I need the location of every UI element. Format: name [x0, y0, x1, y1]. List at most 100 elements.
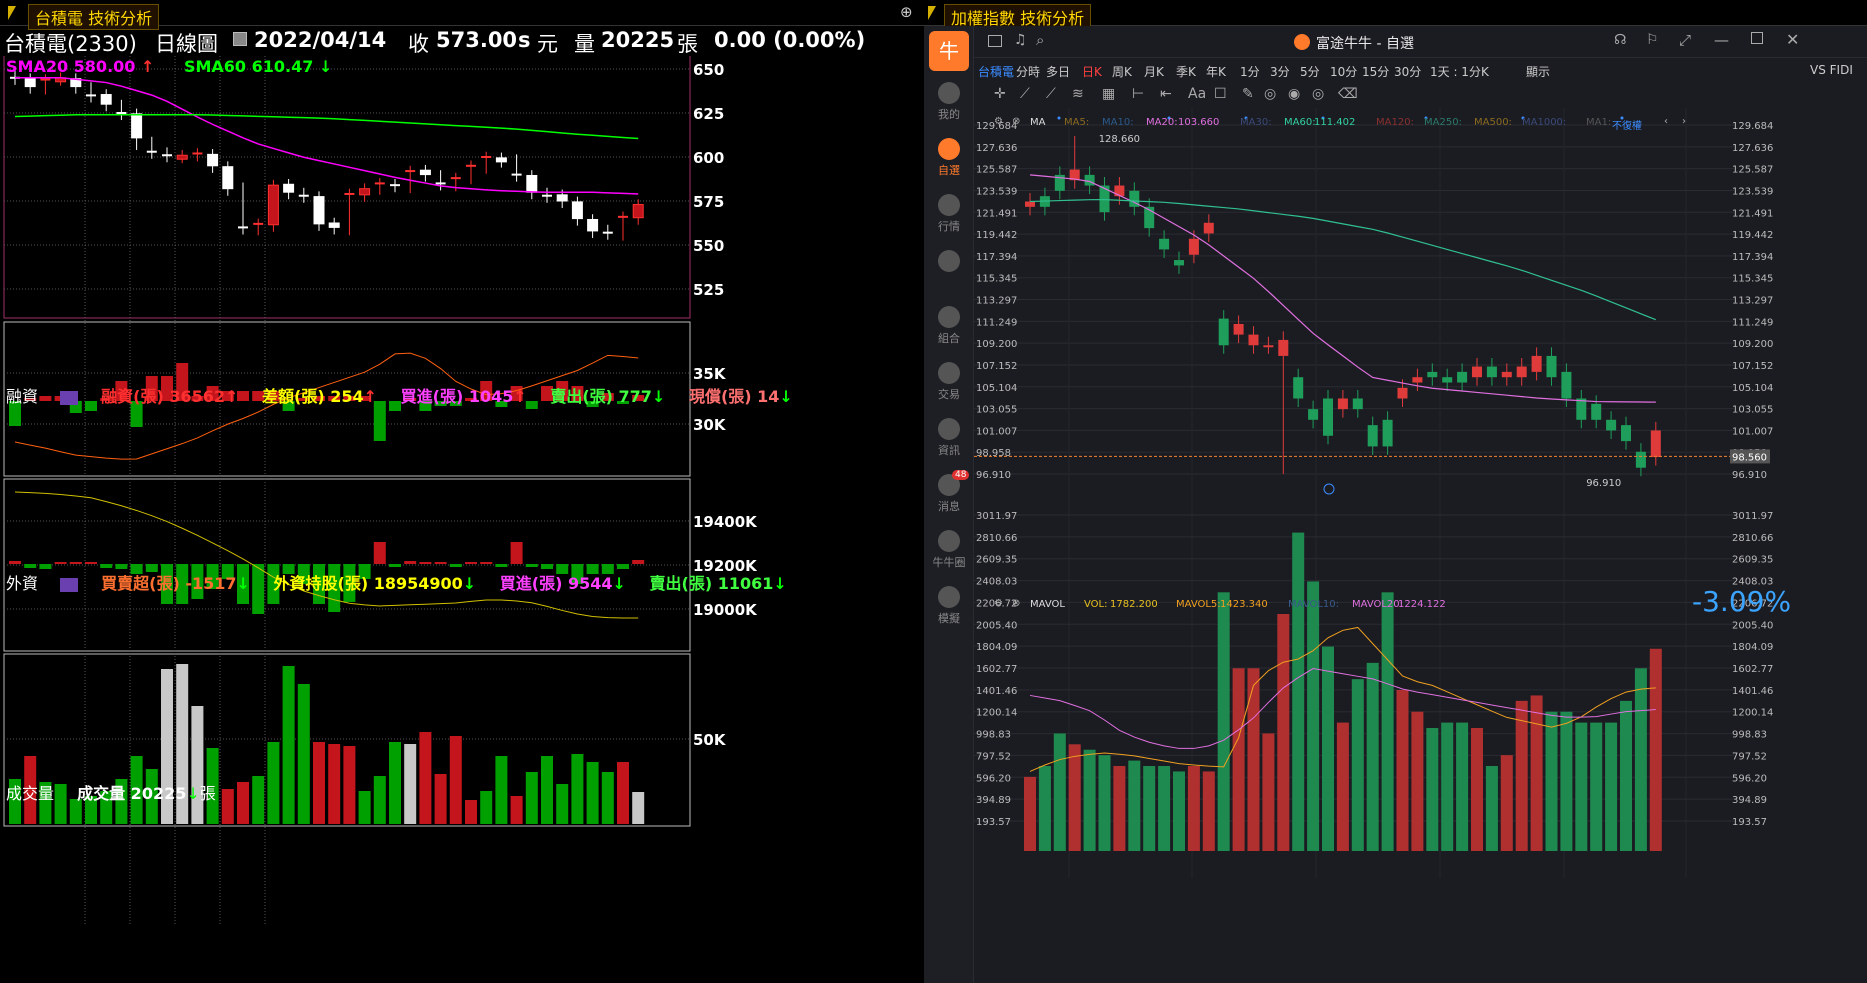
tab-period[interactable]: 10分 [1330, 65, 1358, 79]
volume-bar [358, 791, 371, 824]
ma-label[interactable]: MA [1030, 117, 1046, 128]
sidebar-item-watchlist[interactable]: 自選 [924, 134, 974, 184]
sidebar-item-market[interactable]: 行情 [924, 190, 974, 240]
candle-body [1472, 366, 1482, 378]
title-tab-marker-icon [928, 6, 936, 20]
chart-type-dropdown-icon[interactable] [233, 32, 247, 46]
foreign-bar [24, 564, 37, 568]
sidebar-item-user[interactable]: 我的 [924, 78, 974, 128]
tab-period[interactable]: 分時 [1016, 65, 1041, 79]
stock-name: 台積電(2330) [4, 32, 137, 56]
magnet-icon[interactable]: ◎ [1264, 86, 1277, 102]
price-axis-left-label: 121.491 [976, 208, 1017, 219]
search-icon[interactable]: ⌕ [1036, 31, 1045, 49]
margin-bar [404, 398, 417, 401]
tab-period[interactable]: 多日 [1046, 65, 1071, 79]
foreign-bar [449, 564, 462, 567]
mavol-label[interactable]: MAVOL [1030, 599, 1065, 610]
fib-tool-icon[interactable]: ▦ [1102, 86, 1116, 102]
volume-bar [404, 744, 417, 824]
user-icon [938, 82, 960, 104]
compare-label[interactable]: VS FIDI [1810, 63, 1853, 77]
futu-logo[interactable]: 牛 [929, 31, 969, 71]
vol-close-icon[interactable]: ⊗ [1012, 598, 1021, 609]
chevron-left-icon[interactable]: ‹ [1664, 116, 1668, 127]
right-title-bar[interactable]: 加權指數 技術分析 [924, 0, 1867, 30]
foreign-l3: 買進(張) 9544 [499, 574, 613, 593]
tab-period[interactable]: 15分 [1362, 65, 1390, 79]
eye-icon[interactable]: ◎ [1312, 86, 1325, 102]
volume-bar [191, 706, 204, 824]
foreign-bar [282, 564, 295, 574]
tab-period[interactable]: 日K [1082, 65, 1102, 79]
left-zoom-icon[interactable]: ⊕ [900, 3, 913, 21]
layout-icon[interactable] [988, 35, 1002, 47]
crosshair-icon[interactable]: ✛ [994, 86, 1006, 102]
vol-axis-right-label: 596.20 [1732, 773, 1767, 784]
sidebar-item-news[interactable]: 資訊 [924, 414, 974, 464]
maximize-icon[interactable] [1751, 32, 1763, 44]
foreign-bar [389, 564, 401, 567]
ma-settings-icon[interactable]: ⚙ [994, 116, 1003, 127]
note-tool-icon[interactable]: ☐ [1214, 86, 1227, 102]
volume-bar [1351, 679, 1364, 851]
sidebar-item-message[interactable]: 消息 48 [924, 470, 974, 520]
tab-period[interactable]: 周K [1112, 65, 1132, 79]
foreign-settings-icon[interactable] [59, 577, 78, 592]
tab-stock[interactable]: 台積電 [978, 65, 1015, 79]
sidebar-item-trade[interactable] [924, 246, 974, 296]
margin-l1: 融資(張) 36562 [101, 387, 226, 406]
tab-period[interactable]: 季K [1176, 65, 1196, 79]
ma-close-icon[interactable]: ⊗ [1012, 116, 1021, 127]
right-chart-canvas[interactable]: 129.684 129.684 127.636 127.636 125.587 125.5… [974, 108, 1867, 983]
left-title-bar[interactable]: 台積電 技術分析 ⊕ [0, 0, 924, 30]
vol-axis-left-label: 596.20 [976, 773, 1011, 784]
tab-period[interactable]: 3分 [1270, 65, 1290, 79]
range-tool-icon[interactable]: ⊢ [1132, 86, 1145, 102]
candle-body [1129, 190, 1140, 207]
sidebar-item-portfolio[interactable]: 組合 [924, 302, 974, 352]
tab-period[interactable]: 5分 [1300, 65, 1320, 79]
chevron-right-icon[interactable]: › [1682, 116, 1686, 127]
text-tool-icon[interactable]: Aa [1188, 86, 1207, 102]
arrow-tool-icon[interactable]: ⇤ [1160, 86, 1172, 102]
lock-icon[interactable]: ◉ [1288, 86, 1301, 102]
bell-icon[interactable]: ♫ [1014, 32, 1027, 48]
headset-icon[interactable]: ☊ [1614, 32, 1627, 48]
tab-period[interactable]: 月K [1144, 65, 1164, 79]
volume-bar [419, 732, 432, 824]
minimize-icon[interactable]: — [1714, 31, 1729, 49]
margin-bar [480, 381, 493, 401]
arrow-up-icon: ↑ [513, 387, 527, 406]
vol-axis-left-label: 998.83 [976, 730, 1011, 741]
trash-icon[interactable]: ⌫ [1338, 86, 1358, 102]
tab-period[interactable]: 1天 : 1分K [1430, 65, 1489, 79]
channel-tool-icon[interactable]: ≋ [1072, 86, 1084, 102]
volume-bar [1530, 695, 1543, 851]
candle-body [526, 174, 538, 193]
left-chart-canvas[interactable]: 650 625 600 575 550 525 35K 30K 19400K 19200K 1900… [0, 56, 924, 983]
sidebar-item-community[interactable]: 牛牛圈 [924, 526, 974, 576]
sidebar-item-exchange[interactable]: 交易 [924, 358, 974, 408]
display-menu[interactable]: 顯示 [1526, 65, 1551, 79]
adjust-label[interactable]: 不復權 [1612, 121, 1642, 132]
right-window-title: 加權指數 技術分析 [944, 4, 1092, 30]
sim-icon [938, 586, 960, 608]
margin-settings-icon[interactable] [59, 390, 78, 405]
price-axis-right-label: 119.442 [1732, 230, 1773, 241]
tab-period[interactable]: 30分 [1394, 65, 1422, 79]
volume-bar [1471, 728, 1483, 851]
expand-icon[interactable]: ⤢ [1679, 31, 1692, 49]
line-tool-icon[interactable]: ⟋ [1020, 86, 1030, 102]
tab-period[interactable]: 年K [1206, 65, 1226, 79]
ray-tool-icon[interactable]: ⟋ [1046, 86, 1056, 102]
close-icon[interactable]: ✕ [1786, 30, 1800, 49]
tab-period[interactable]: 1分 [1240, 65, 1260, 79]
foreign-bar [145, 564, 158, 572]
sidebar-item-sim[interactable]: 模擬 [924, 582, 974, 632]
shirt-icon[interactable]: ⚐ [1646, 32, 1659, 48]
pen-tool-icon[interactable]: ✎ [1242, 86, 1254, 102]
portfolio-icon [938, 306, 960, 328]
vol-settings-icon[interactable]: ⚙ [994, 598, 1003, 609]
volume-bar [252, 776, 265, 824]
